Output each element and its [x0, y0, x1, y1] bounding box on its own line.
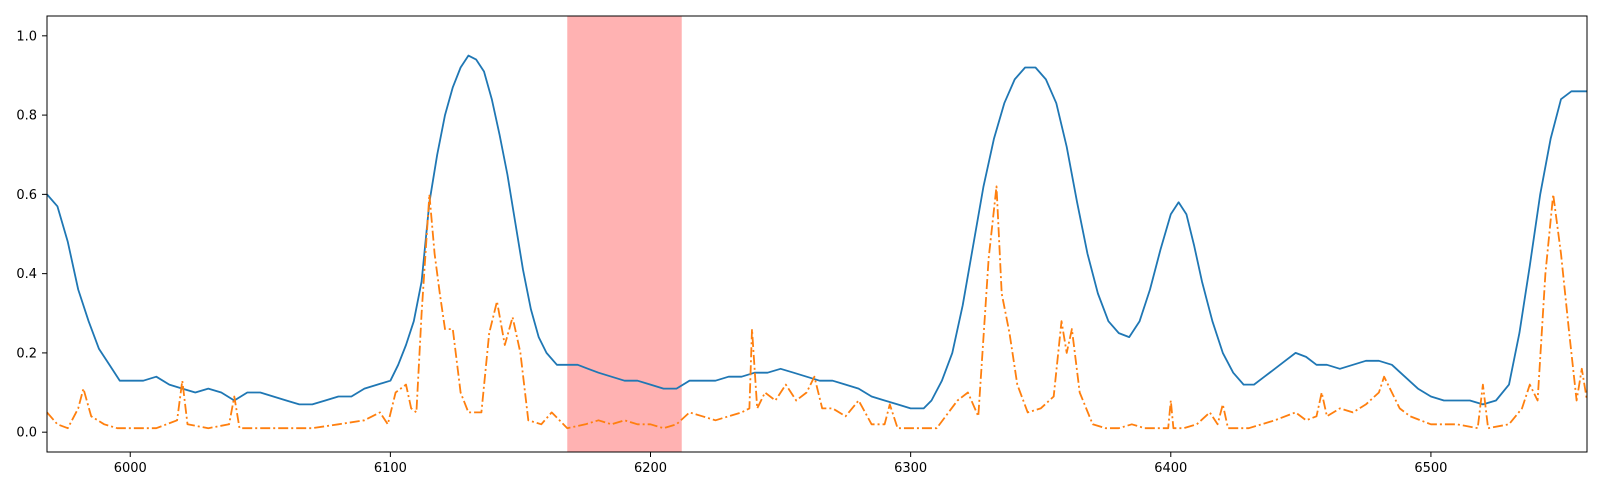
- y-tick-label: 0.8: [16, 109, 37, 124]
- y-axis-ticks: 0.0 0.2 0.4 0.6 0.8 1.0: [16, 29, 47, 441]
- x-tick-label: 6100: [374, 461, 407, 476]
- x-tick-label: 6400: [1154, 461, 1187, 476]
- x-tick-label: 6200: [634, 461, 667, 476]
- y-tick-label: 0.2: [16, 346, 37, 361]
- y-tick-label: 0.4: [16, 267, 37, 282]
- highlight-span: [567, 16, 682, 452]
- x-tick-label: 6300: [894, 461, 927, 476]
- y-tick-label: 1.0: [16, 29, 37, 44]
- highlight-span-layer: [567, 16, 682, 452]
- plot-frame: [46, 15, 1588, 453]
- x-tick-label: 6500: [1414, 461, 1447, 476]
- x-tick-label: 6000: [114, 461, 147, 476]
- x-axis-ticks: 6000 6100 6200 6300 6400 6500: [114, 452, 1447, 476]
- series-1-line: [46, 54, 1587, 410]
- series-layer: [46, 54, 1588, 430]
- y-tick-label: 0.6: [16, 188, 37, 203]
- y-tick-label: 0.0: [16, 426, 37, 441]
